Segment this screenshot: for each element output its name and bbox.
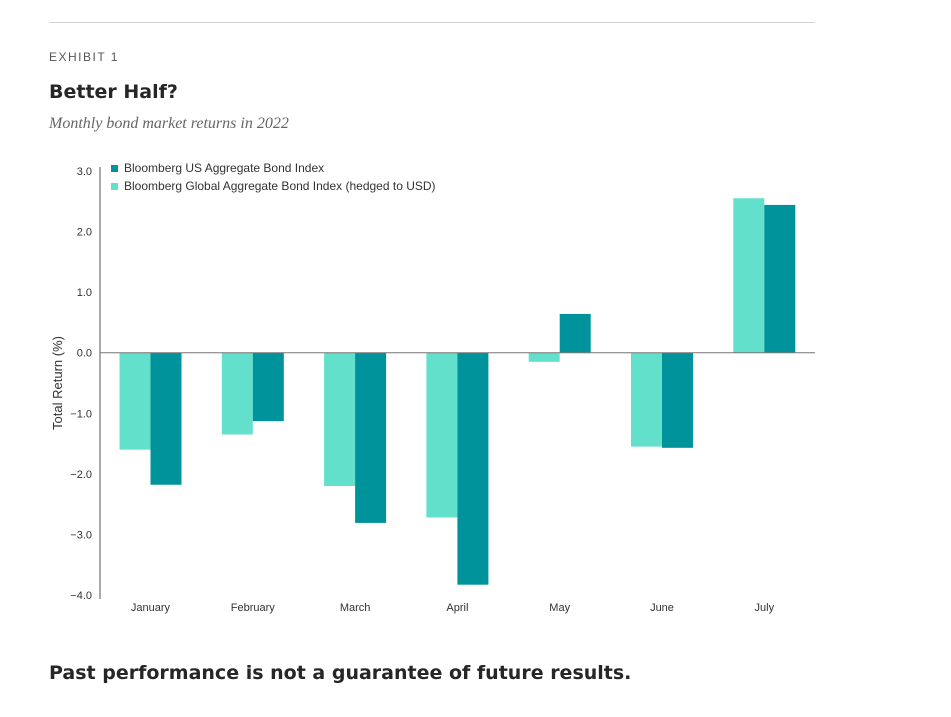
y-tick-label: −2.0	[70, 469, 92, 481]
y-tick-label: 3.0	[77, 166, 92, 178]
bar	[252, 352, 284, 422]
chart-title: Better Half?	[49, 81, 178, 103]
bar	[559, 313, 591, 353]
bar	[119, 352, 151, 450]
bar	[631, 352, 662, 447]
legend-label: Bloomberg US Aggregate Bond Index	[124, 161, 324, 175]
y-tick-label: 1.0	[77, 287, 92, 299]
bar	[355, 352, 387, 523]
bar	[150, 352, 182, 485]
y-tick-label: −3.0	[70, 529, 92, 541]
x-tick-label: July	[755, 602, 775, 614]
y-axis-title: Total Return (%)	[50, 336, 65, 430]
y-tick-label: 2.0	[77, 227, 92, 239]
bar	[733, 198, 765, 353]
bar	[221, 352, 253, 435]
legend-swatch	[111, 183, 118, 190]
bar	[528, 352, 560, 362]
exhibit-label: EXHIBIT 1	[49, 50, 119, 64]
legend-label: Bloomberg Global Aggregate Bond Index (h…	[124, 179, 436, 193]
bar	[324, 352, 356, 486]
top-divider	[49, 22, 815, 23]
x-tick-label: May	[549, 602, 570, 614]
bar	[662, 352, 693, 448]
x-tick-label: April	[446, 602, 468, 614]
x-tick-label: January	[131, 602, 171, 614]
x-tick-label: June	[650, 602, 674, 614]
x-tick-label: February	[231, 602, 276, 614]
legend-swatch	[111, 165, 118, 172]
x-tick-label: March	[340, 602, 371, 614]
chart-subtitle: Monthly bond market returns in 2022	[49, 115, 289, 132]
bar-chart: 3.0 2.0 1.0 0.0 −1.0 −2.0 −3.0 −4.0 Total Return…	[50, 161, 815, 614]
y-tick-label: 0.0	[77, 348, 92, 360]
disclaimer: Past performance is not a guarantee of f…	[49, 662, 632, 684]
y-tick-label: −4.0	[70, 590, 92, 602]
bar	[426, 352, 458, 518]
y-tick-label: −1.0	[70, 408, 92, 420]
bar	[457, 352, 489, 585]
bar	[764, 204, 796, 353]
